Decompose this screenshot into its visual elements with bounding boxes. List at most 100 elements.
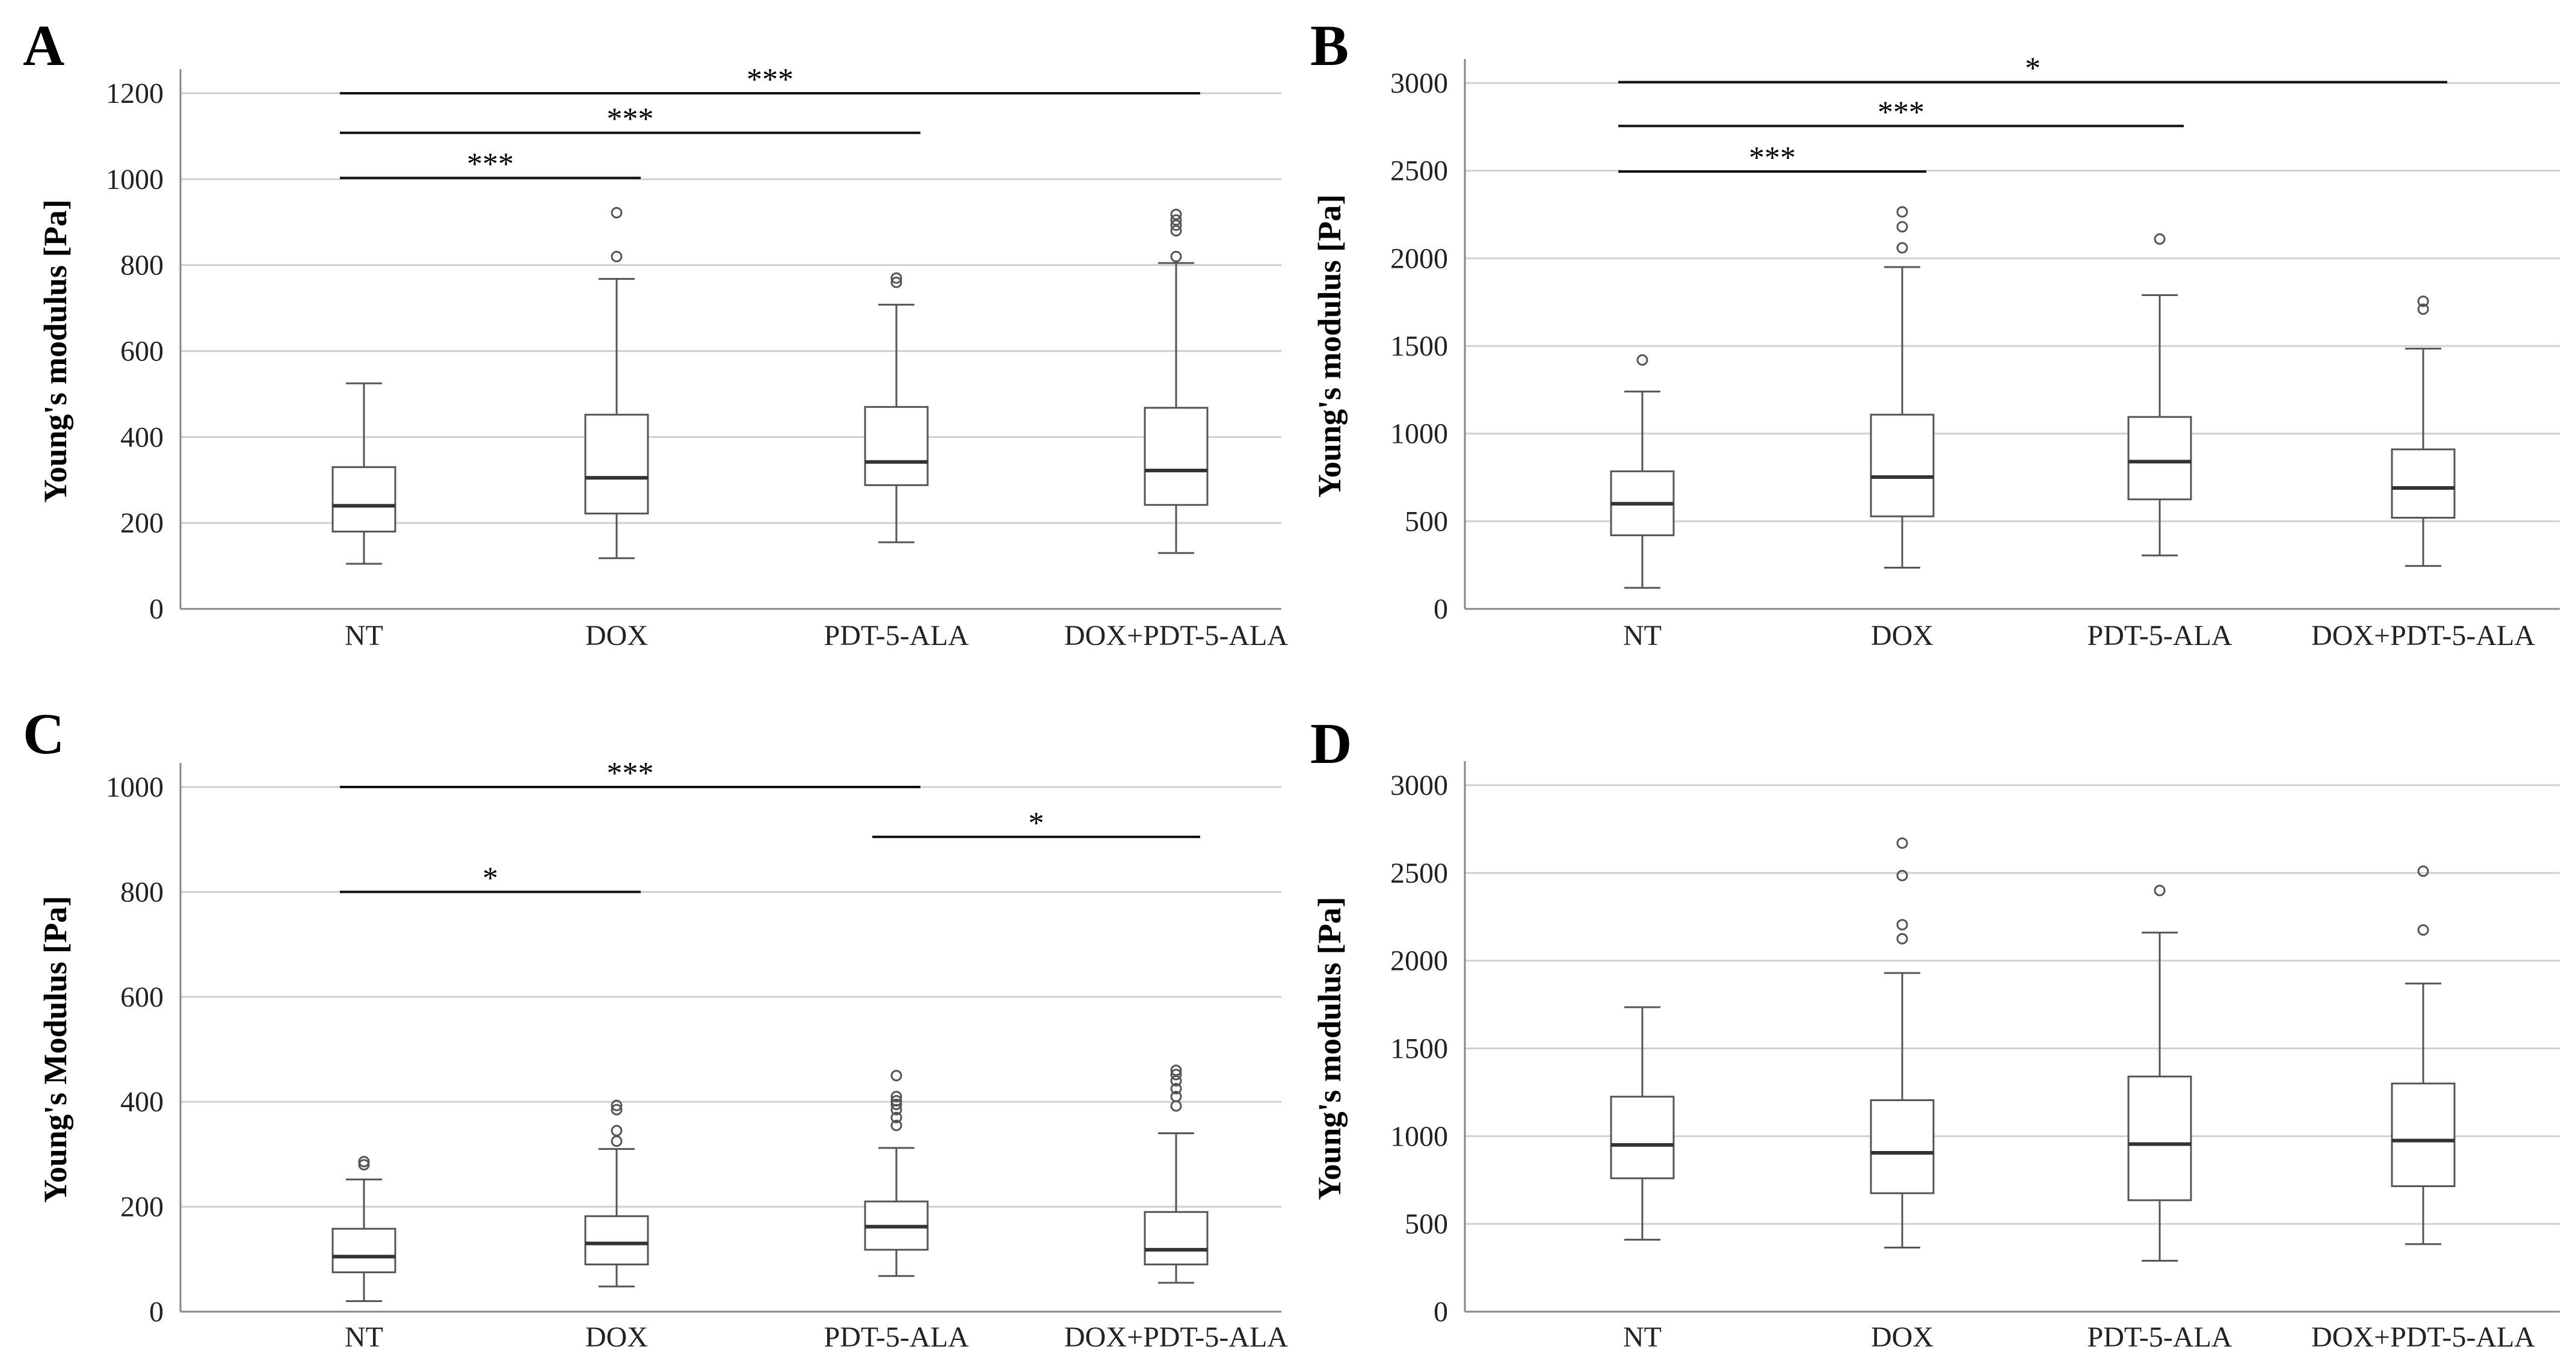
panel-c-y-tick-label: 600 [120,981,164,1013]
panel-c-y-tick-label: 200 [120,1191,164,1223]
panel-b-y-tick-label: 500 [1405,505,1448,537]
panel-d-x-tick-label: NT [1623,1321,1662,1353]
panel-c-x-tick-label: DOX [585,1321,648,1353]
outlier-point [1896,221,1908,233]
panel-a-box-2 [864,272,929,543]
panel-d-y-tick-label: 500 [1405,1208,1448,1240]
panel-c-significance-label: * [482,861,498,895]
panel-b-y-tick-label: 2500 [1390,155,1448,187]
panel-c: C 0 200 400 600 800 1000 Young's Modulus [Pa] NT… [23,702,1288,1353]
panel-d-y-tick-label: 0 [1434,1296,1448,1328]
panel-a-significance-label: *** [607,102,654,137]
panel-c-y-tick-label: 800 [120,876,164,908]
outlier-point [1896,869,1908,881]
panel-a-x-tick-label: NT [345,620,383,652]
panel-d-box-0 [1610,1006,1675,1241]
outlier-point [1896,933,1908,945]
iqr-box [2127,416,2192,501]
iqr-box [1144,407,1209,506]
panel-d: D 0 500 1000 1500 2000 2500 3000 Young's modulus… [1310,711,2560,1353]
panel-a-x-tick-label: DOX+PDT-5-ALA [1064,620,1288,652]
iqr-box [1870,413,1935,517]
panel-c-x-tick-label: NT [345,1321,383,1353]
panel-d-y-tick-label: 2000 [1390,945,1448,977]
panel-c-y-axis-label: Young's Modulus [Pa] [37,896,73,1203]
outlier-point [611,1125,623,1137]
panel-b-y-tick-label: 2000 [1390,242,1448,274]
panel-b-x-tick-label: DOX+PDT-5-ALA [2311,620,2535,652]
outlier-point [1170,225,1182,237]
panel-d-x-tick-label: PDT-5-ALA [2088,1321,2232,1353]
panel-b-box-0 [1610,354,1675,589]
outlier-point [890,1099,902,1111]
outlier-point [890,276,902,288]
outlier-point [1170,1082,1182,1094]
iqr-box [2391,448,2456,519]
outlier-point [2417,865,2429,877]
panel-c-y-tick-label: 0 [149,1296,164,1328]
outlier-point [1896,837,1908,849]
outlier-point [1896,919,1908,931]
panel-a-significance-label: *** [467,147,514,182]
panel-b-significance-label: * [2025,52,2041,86]
panel-a-y-tick-label: 1000 [106,164,164,196]
iqr-box [331,1227,396,1274]
panel-c-box-0 [331,1156,396,1303]
panel-d-y-tick-label: 1000 [1390,1120,1448,1152]
panel-a-significance-label: *** [747,63,793,97]
iqr-box [584,413,649,514]
outlier-point [611,207,623,219]
panel-c-letter: C [23,702,64,766]
outlier-point [890,1094,902,1106]
panel-d-y-tick-label: 3000 [1390,770,1448,801]
iqr-box [2391,1082,2456,1187]
panel-b-x-tick-label: DOX [1871,620,1934,652]
panel-b: B 0 500 1000 1500 2000 2500 3000 Young's modulus… [1310,13,2560,652]
iqr-box [2127,1075,2192,1202]
outlier-point [1170,208,1182,220]
panel-d-y-tick-label: 1500 [1390,1033,1448,1065]
outlier-point [1170,219,1182,231]
panel-b-box-1 [1870,206,1935,569]
panel-a-letter: A [23,13,64,78]
outlier-point [2154,233,2166,245]
outlier-point [890,272,902,284]
panel-d-box-3 [2391,865,2456,1245]
panel-a-box-0 [331,382,396,565]
outlier-point [2417,295,2429,307]
panel-c-x-tick-label: DOX+PDT-5-ALA [1064,1321,1288,1353]
outlier-point [1896,242,1908,254]
panel-a-box-3 [1144,208,1209,554]
outlier-point [2154,884,2166,897]
iqr-box [1610,1096,1675,1179]
panel-b-box-2 [2127,233,2192,557]
panel-b-significance-label: *** [1749,141,1796,175]
outlier-point [1170,1090,1182,1102]
outlier-point [1170,1069,1182,1081]
panel-b-significance-label: *** [1878,95,1924,129]
panel-b-y-tick-label: 1000 [1390,418,1448,450]
panel-b-y-tick-label: 1500 [1390,330,1448,362]
outlier-point [1636,354,1648,366]
panel-c-x-tick-label: PDT-5-ALA [824,1321,969,1353]
panel-a-y-axis-label: Young's modulus [Pa] [37,199,73,502]
panel-d-y-axis-label: Young's modulus [Pa] [1311,897,1348,1200]
panel-a-x-tick-label: PDT-5-ALA [824,620,969,652]
outlier-point [2417,924,2429,936]
panel-d-y-tick-label: 2500 [1390,857,1448,889]
panel-c-significance-label: * [1029,806,1044,841]
panel-a-box-1 [584,207,649,560]
panel-b-x-tick-label: PDT-5-ALA [2088,620,2232,652]
iqr-box [331,466,396,532]
panel-a: A 0 200 400 600 800 1000 1200 Young's modulus [P… [23,13,1288,652]
panel-b-y-tick-label: 3000 [1390,67,1448,99]
outlier-point [1896,206,1908,218]
panel-a-y-tick-label: 1200 [106,78,164,110]
panel-a-x-tick-label: DOX [585,620,648,652]
outlier-point [611,1135,623,1147]
panel-a-y-tick-label: 200 [120,507,164,539]
iqr-box [864,406,929,486]
iqr-box [1870,1099,1935,1194]
panel-a-y-tick-label: 600 [120,336,164,368]
panel-c-y-tick-label: 400 [120,1086,164,1118]
